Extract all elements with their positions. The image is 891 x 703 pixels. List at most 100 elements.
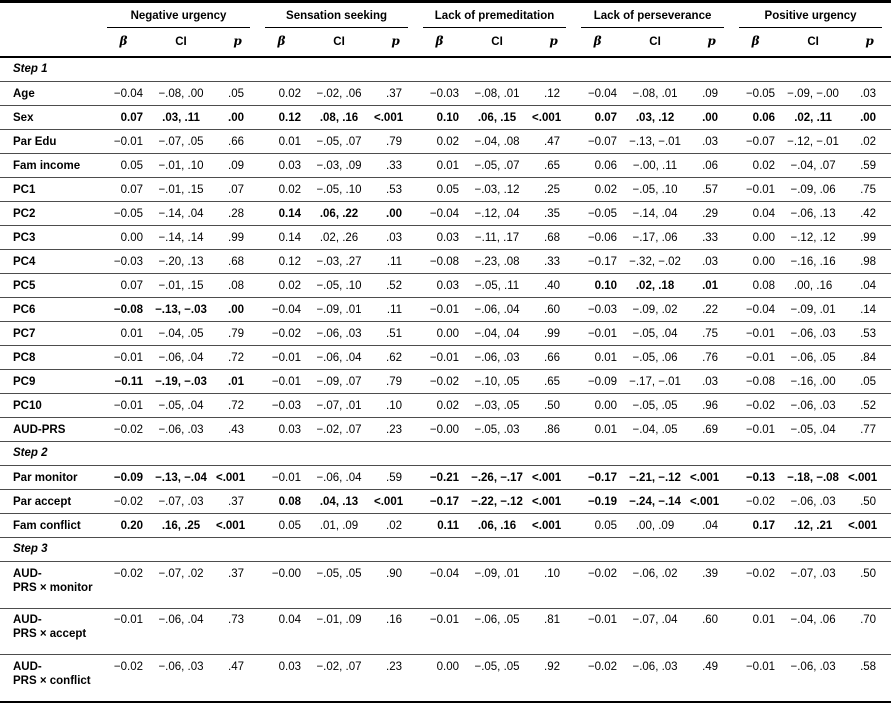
p-value: <.001	[532, 105, 576, 130]
ci-value: −.19, −.03	[146, 369, 216, 394]
beta-value: −0.02	[259, 321, 305, 346]
row-label: PC7	[0, 321, 101, 346]
p-value: <.001	[374, 489, 418, 514]
ci-value: −.00, .11	[620, 153, 691, 178]
ci-value: −.06, .03	[778, 321, 849, 346]
beta-value: −0.01	[259, 465, 305, 490]
beta-header: β	[101, 28, 146, 58]
ci-value: −.03, .12	[462, 177, 533, 202]
p-value: .37	[374, 81, 418, 106]
row-label: PC6	[0, 297, 101, 322]
ci-value: −.06, .04	[462, 297, 533, 322]
beta-value: 0.00	[436, 660, 460, 673]
beta-value: −0.04	[733, 297, 779, 322]
row-label: Sex	[0, 105, 101, 130]
beta-value: 0.11	[417, 513, 463, 538]
p-value: .50	[532, 393, 576, 418]
p-value: .29	[690, 201, 734, 226]
p-value: <.001	[532, 465, 576, 490]
table-row-pc3: PC3 0.00 −.14, .14.99 0.14.02, .26.03 0.03 −.…	[0, 225, 891, 250]
ci-value: −.05, .05	[304, 561, 375, 609]
p-value: .00	[216, 297, 260, 322]
p-value: .66	[216, 129, 260, 154]
beta-value: 0.01	[575, 417, 621, 442]
beta-value: −0.00	[417, 417, 463, 442]
beta-value: 0.01	[259, 129, 305, 154]
beta-value: −0.03	[417, 81, 463, 106]
p-value: .70	[848, 608, 891, 655]
ci-value: −.05, .10	[620, 177, 691, 202]
ci-value: −.16, .16	[778, 249, 849, 274]
p-value: .25	[532, 177, 576, 202]
subheader-row: β CI p β CI p β CI p β CI p β CI p	[0, 28, 891, 58]
p-value: .03	[690, 129, 734, 154]
ci-header: CI	[462, 28, 533, 58]
beta-value: 0.00	[733, 249, 779, 274]
p-value: .73	[216, 608, 260, 655]
beta-value: 0.12	[259, 249, 305, 274]
p-value: .72	[216, 393, 260, 418]
ci-value: .02, .11	[778, 105, 849, 130]
table-row-pc1: PC1 0.07 −.01, .15.07 0.02 −.05, .10.53 0.05−…	[0, 177, 891, 202]
beta-value: −0.08	[101, 297, 146, 322]
p-value: .00	[848, 105, 891, 130]
table-row-aud-prs: AUD-PRS −0.02 −.06, .03.43 0.03 −.02, .07.23…	[0, 417, 891, 442]
p-value: .62	[374, 345, 418, 370]
ci-value: −.03, .09	[304, 153, 375, 178]
beta-value: 0.00	[101, 225, 146, 250]
p-value: .81	[532, 608, 576, 655]
beta-value: −0.01	[733, 321, 779, 346]
ci-value: .02, .18	[620, 273, 691, 298]
table-row-pc7: PC7 0.01 −.04, .05.79 −0.02 −.06, .03.51 0.00…	[0, 321, 891, 346]
p-value: .53	[374, 177, 418, 202]
p-value: <.001	[216, 465, 260, 490]
ci-value: −.01, .15	[146, 273, 216, 298]
ci-value: −.05, .10	[304, 273, 375, 298]
beta-value: −0.02	[575, 561, 621, 609]
beta-value: −0.02	[101, 561, 146, 609]
beta-value: 0.06	[733, 105, 779, 130]
p-value: <.001	[532, 513, 576, 538]
ci-value: −.05, .05	[620, 393, 691, 418]
ci-value: −.09, .01	[462, 561, 533, 609]
beta-header: β	[417, 28, 463, 58]
ci-value: −.09, .02	[620, 297, 691, 322]
ci-value: −.05, .07	[462, 153, 533, 178]
row-label: PC1	[0, 177, 101, 202]
ci-value: −.07, .04	[620, 608, 691, 655]
ci-header: CI	[146, 28, 216, 58]
table-row-aud-prs-accept: AUD- PRS × accept −0.01 −.06, .04.73 0.04 −.0…	[0, 608, 891, 655]
beta-value: 0.06	[575, 153, 621, 178]
p-value: .51	[374, 321, 418, 346]
ci-value: −.05, .11	[462, 273, 533, 298]
table-header: Negative urgency Sensation seeking Lack of…	[0, 1, 891, 58]
ci-value: −.17, −.01	[620, 369, 691, 394]
beta-value: −0.01	[259, 369, 305, 394]
p-value: .59	[374, 465, 418, 490]
row-label: PC10	[0, 393, 101, 418]
group-header-sensation-seeking: Sensation seeking	[259, 2, 417, 28]
beta-value: −0.04	[417, 201, 463, 226]
ci-value: −.09, −.00	[778, 81, 849, 106]
beta-value: 0.17	[733, 513, 779, 538]
beta-value: 0.02	[575, 177, 621, 202]
ci-value: −.01, .10	[146, 153, 216, 178]
beta-value: −0.01	[733, 177, 779, 202]
p-value: .47	[228, 660, 245, 673]
ci-value: −.05, .04	[620, 321, 691, 346]
beta-value: 0.08	[733, 273, 779, 298]
p-value: .72	[216, 345, 260, 370]
ci-value: −.06, .04	[304, 465, 375, 490]
table-row-par-edu: Par Edu −0.01 −.07, .05.66 0.01 −.05, .07.79…	[0, 129, 891, 154]
p-value: .02	[848, 129, 891, 154]
ci-value: −.02, .06	[304, 81, 375, 106]
group-header-label: Positive urgency	[739, 10, 883, 28]
ci-value: −.07, .03	[146, 489, 216, 514]
ci-value: −.01, .09	[304, 608, 375, 655]
beta-value: −0.02	[587, 660, 618, 673]
ci-value: −.26, −.17	[462, 465, 533, 490]
ci-value: −.08, .00	[146, 81, 216, 106]
row-label: Par monitor	[0, 465, 101, 490]
ci-value: −.06, .02	[620, 561, 691, 609]
section-row-step-1: Step 1	[0, 57, 891, 82]
